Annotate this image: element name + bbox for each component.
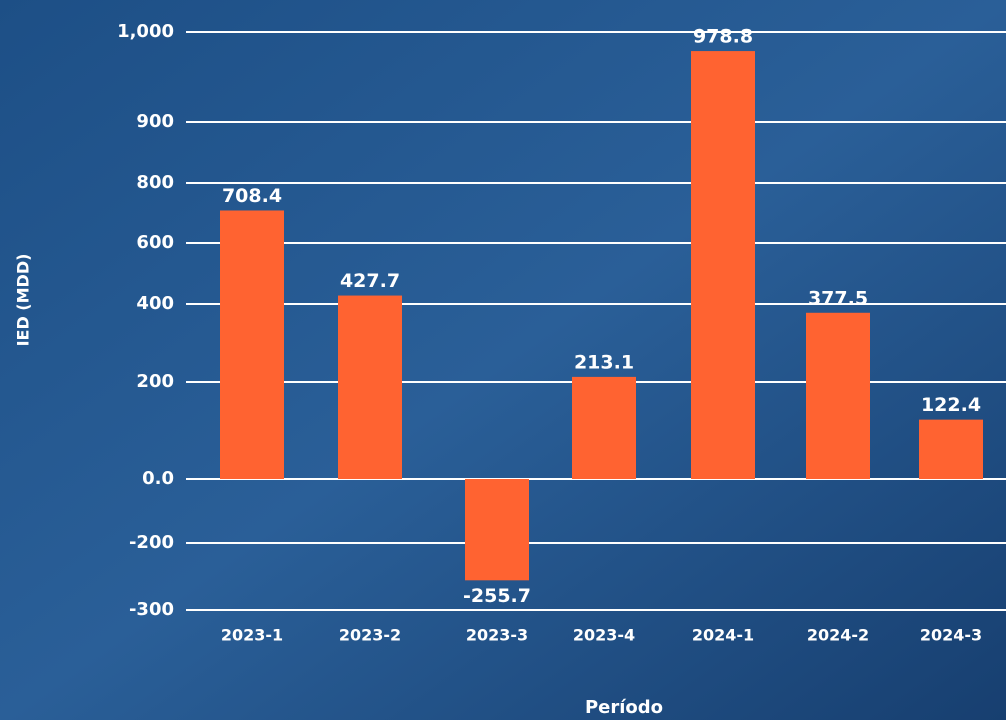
y-tick-label: 0.0 bbox=[142, 468, 174, 489]
bar bbox=[691, 51, 755, 479]
bar bbox=[338, 296, 402, 479]
x-tick-label: 2023-3 bbox=[466, 626, 528, 645]
y-tick-label: 200 bbox=[136, 371, 174, 392]
bar bbox=[220, 210, 284, 479]
bar bbox=[572, 377, 636, 479]
y-tick-label: 600 bbox=[136, 232, 174, 253]
x-tick-label: 2023-2 bbox=[339, 626, 401, 645]
value-label: -255.7 bbox=[463, 585, 531, 607]
x-axis-label: Período bbox=[585, 697, 663, 718]
chart: IED (MDD) Período 1,000 900 800 600 400 200 0.… bbox=[0, 0, 1006, 720]
x-tick-label: 2024-2 bbox=[807, 626, 869, 645]
value-label: 377.5 bbox=[808, 287, 868, 309]
x-tick-label: 2024-1 bbox=[692, 626, 754, 645]
x-tick-label: 2024-3 bbox=[920, 626, 982, 645]
y-tick-label: -300 bbox=[129, 599, 174, 620]
x-tick-label: 2023-4 bbox=[573, 626, 635, 645]
value-label: 213.1 bbox=[574, 351, 634, 373]
y-tick-label: -200 bbox=[129, 532, 174, 553]
y-tick-label: 800 bbox=[136, 172, 174, 193]
bar bbox=[465, 479, 529, 580]
y-tick-label: 1,000 bbox=[117, 21, 174, 42]
bar bbox=[919, 420, 983, 479]
y-tick-label: 400 bbox=[136, 293, 174, 314]
value-label: 122.4 bbox=[921, 394, 981, 416]
y-axis-label: IED (MDD) bbox=[14, 254, 33, 347]
x-tick-label: 2023-1 bbox=[221, 626, 283, 645]
bar bbox=[806, 313, 870, 479]
value-label: 978.8 bbox=[693, 26, 753, 48]
value-label: 708.4 bbox=[222, 185, 282, 207]
value-label: 427.7 bbox=[340, 270, 400, 292]
y-tick-label: 900 bbox=[136, 111, 174, 132]
